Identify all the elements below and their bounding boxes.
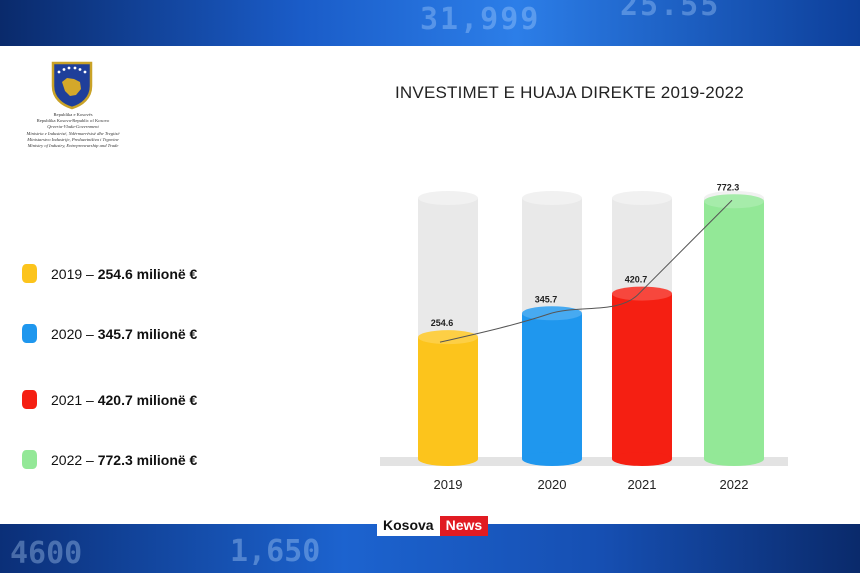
legend-dash: – [86, 391, 94, 408]
bar-2019 [418, 337, 478, 459]
ministry-line: Qeveria-Vlada-Government [47, 124, 99, 130]
bar-bottom-2020 [522, 452, 582, 466]
kosovo-emblem-icon [50, 60, 94, 110]
ticker-text: 1,650 [230, 534, 321, 569]
legend-dash: – [86, 265, 94, 282]
bar-bottom-2022 [704, 452, 764, 466]
category-label: 2022 [720, 477, 749, 492]
bar-track-top [418, 191, 478, 205]
kosova-news-logo: Kosova News [377, 516, 489, 536]
legend-item-2022: 2022 – 772.3 milionë € [22, 450, 197, 469]
ministry-line: Ministria e Industrisë, Ndërmarrësisë dh… [26, 130, 120, 136]
ministry-line: Ministry of Industry, Entrepreneurship a… [27, 143, 119, 149]
logo-part-kosova: Kosova [377, 516, 440, 536]
data-label: 254.6 [431, 318, 454, 328]
legend-dash: – [86, 325, 94, 342]
legend-value: 772.3 milionë € [97, 451, 198, 468]
legend-label: 2019 – 254.6 milionë € [51, 266, 197, 282]
bar-bottom-2019 [418, 452, 478, 466]
legend-value: 345.7 milionë € [97, 325, 198, 342]
top-banner: 31,999 25.55 [0, 0, 860, 46]
bar-track-top [522, 191, 582, 205]
category-label: 2021 [628, 477, 657, 492]
bar-track-top [612, 191, 672, 205]
bar-top-2022 [704, 194, 764, 209]
legend-value: 420.7 milionë € [97, 391, 198, 408]
legend-swatch [22, 450, 37, 469]
legend-item-2019: 2019 – 254.6 milionë € [22, 264, 197, 283]
legend-year: 2022 [51, 451, 83, 468]
bar-top-2019 [418, 330, 478, 345]
legend-label: 2021 – 420.7 milionë € [51, 392, 197, 408]
legend-year: 2019 [51, 265, 83, 282]
bar-bottom-2021 [612, 452, 672, 466]
category-label: 2019 [434, 477, 463, 492]
legend-year: 2020 [51, 325, 83, 342]
bar-2021 [612, 293, 672, 459]
ticker-text: 31,999 [420, 2, 541, 37]
data-label: 345.7 [535, 294, 558, 304]
bottom-banner: 4600 1,650 [0, 524, 860, 573]
ministry-header: Republika e Kosovës Republika Kosova-Rep… [14, 112, 132, 149]
bar-top-2021 [612, 286, 672, 301]
legend-item-2020: 2020 – 345.7 milionë € [22, 324, 197, 343]
data-label: 420.7 [625, 275, 648, 285]
legend-item-2021: 2021 – 420.7 milionë € [22, 390, 197, 409]
legend-year: 2021 [51, 391, 83, 408]
trend-line [439, 199, 733, 343]
legend-label: 2020 – 345.7 milionë € [51, 326, 197, 342]
ministry-line: Republika e Kosovës [53, 112, 93, 117]
chart-title: INVESTIMET E HUAJA DIREKTE 2019-2022 [395, 83, 744, 102]
ministry-line: Ministarstvo Industrije, Preduzetništva … [27, 136, 119, 142]
category-label: 2020 [538, 477, 567, 492]
ticker-text: 25.55 [620, 0, 721, 23]
data-label: 772.3 [717, 182, 740, 192]
legend-dash: – [86, 451, 94, 468]
legend-swatch [22, 390, 37, 409]
logo-part-news: News [439, 516, 489, 536]
legend-label: 2022 – 772.3 milionë € [51, 452, 197, 468]
bar-2022 [704, 201, 764, 460]
chart-baseline [380, 457, 788, 466]
legend-swatch [22, 264, 37, 283]
bar-2020 [522, 313, 582, 459]
legend-swatch [22, 324, 37, 343]
ticker-text: 4600 [10, 536, 83, 571]
legend-value: 254.6 milionë € [97, 265, 198, 282]
ministry-line: Republika Kosova-Republic of Kosovo [36, 118, 110, 124]
